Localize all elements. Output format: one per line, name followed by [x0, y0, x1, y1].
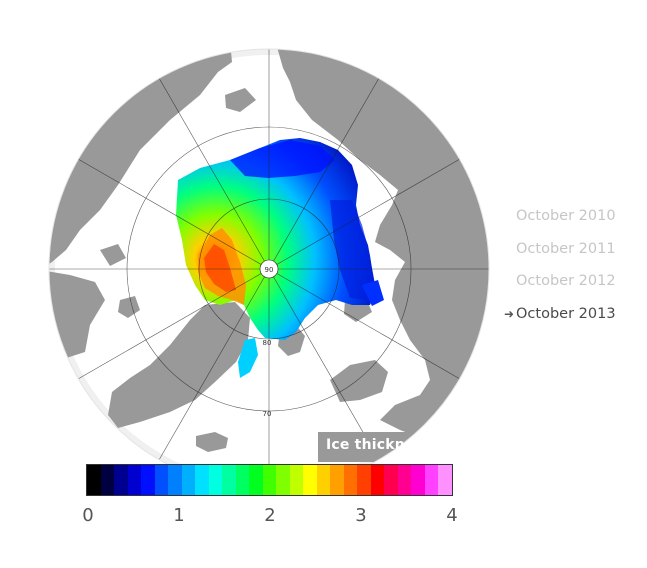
year-option-label: October 2013 — [516, 305, 616, 322]
arctic-island-3 — [225, 88, 256, 112]
colorbar-segment — [316, 465, 331, 495]
meridian-60 — [268, 158, 461, 270]
sea-ice-layer — [176, 138, 384, 378]
iceland-island — [196, 432, 228, 452]
colorbar-segment — [249, 465, 263, 495]
year-selector: October 2010 October 2011 October 2012 ➜… — [504, 206, 616, 336]
greenland-landmass — [108, 302, 250, 428]
colorbar-segment — [208, 465, 223, 495]
meridian-330 — [158, 77, 270, 270]
year-option-2011[interactable]: October 2011 — [504, 239, 616, 272]
colorbar-segment — [87, 465, 101, 495]
colorbar-segment — [141, 465, 155, 495]
year-option-label: October 2011 — [516, 240, 616, 257]
colorbar-segment — [181, 465, 196, 495]
colorbar-tick-3: 3 — [355, 505, 367, 526]
colorbar-tick-4: 4 — [446, 505, 458, 526]
meridian-120 — [268, 268, 461, 380]
meridian-240 — [77, 268, 270, 380]
colorbar-segment — [330, 465, 344, 495]
meridian-30 — [268, 77, 380, 270]
year-option-2010[interactable]: October 2010 — [504, 206, 616, 239]
meridian-210 — [158, 268, 270, 461]
north-pole-hole — [259, 259, 279, 279]
ice-thickness-colorbar — [86, 464, 453, 496]
ice-thin-north — [230, 140, 335, 178]
arrow-right-icon: ➜ — [504, 306, 515, 321]
meridian-300 — [77, 158, 270, 270]
colorbar-tick-2: 2 — [264, 505, 276, 526]
meridian-150 — [268, 268, 380, 461]
colorbar-segment — [424, 465, 439, 495]
colorbar-segment — [397, 465, 412, 495]
colorbar-segment — [438, 465, 452, 495]
colorbar-segment — [303, 465, 317, 495]
eurasia-landmass — [275, 49, 489, 460]
legend-title: Ice thickness (m) — [326, 437, 465, 453]
colorbar-segment — [168, 465, 182, 495]
colorbar-segment — [222, 465, 236, 495]
ice-fringe-east — [362, 280, 384, 306]
pole-label: 90 — [265, 266, 274, 274]
graticule — [49, 49, 489, 489]
ice-fringe-greenland — [238, 338, 258, 378]
parallel-label-70: 70 — [263, 410, 272, 418]
colorbar-segment — [154, 465, 169, 495]
colorbar-segment — [357, 465, 371, 495]
colorbar-segment — [195, 465, 209, 495]
colorbar-segment — [100, 465, 115, 495]
colorbar-tick-1: 1 — [173, 505, 185, 526]
colorbar-segment — [370, 465, 385, 495]
arctic-island-2 — [100, 244, 126, 266]
colorbar-segment — [343, 465, 358, 495]
scandinavia-landmass — [330, 360, 388, 402]
colorbar-segment — [127, 465, 142, 495]
year-option-label: October 2012 — [516, 273, 616, 289]
colorbar-segment — [411, 465, 425, 495]
colorbar-segment — [276, 465, 290, 495]
colorbar-segment — [262, 465, 277, 495]
colorbar-segment — [289, 465, 304, 495]
year-option-2012[interactable]: October 2012 — [504, 271, 616, 304]
arctic-island-1 — [118, 296, 140, 318]
colorbar-segment — [114, 465, 128, 495]
ice-thin-east — [330, 200, 374, 300]
colorbar-segment — [235, 465, 250, 495]
colorbar-segment — [384, 465, 398, 495]
parallel-label-80: 80 — [263, 339, 272, 347]
year-option-label: October 2010 — [516, 208, 616, 224]
year-option-2013[interactable]: ➜ October 2013 — [504, 304, 616, 337]
ice-thick-core — [204, 244, 236, 292]
colorbar-tick-0: 0 — [82, 505, 94, 526]
